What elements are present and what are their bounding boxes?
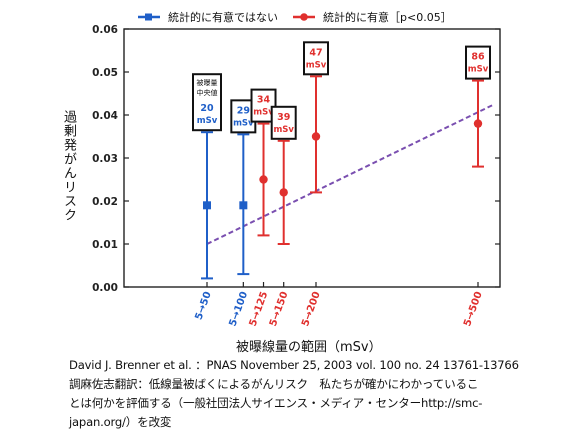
legend: 統計的に有意ではない 統計的に有意［p<0.05］ — [138, 10, 452, 24]
legend-marker-not-significant — [145, 13, 152, 21]
x-tick-label: 5→125 — [248, 290, 271, 328]
median-unit: mSv — [468, 65, 489, 75]
legend-label-significant: 統計的に有意［p<0.05］ — [323, 10, 452, 24]
point-marker — [239, 201, 248, 210]
median-unit: mSv — [306, 60, 327, 70]
median-value: 20 — [200, 103, 214, 114]
trend-line — [206, 103, 495, 245]
y-tick-label: 0.05 — [92, 67, 118, 79]
median-unit: mSv — [273, 125, 294, 135]
caption-translation-2: とは何かを評価する（一般社団法人サイエンス・メディア・センターhttp://sm… — [69, 396, 483, 410]
point-marker — [473, 119, 483, 128]
median-label-box — [465, 45, 491, 80]
y-tick-label: 0.04 — [92, 110, 118, 122]
data-point-group: 86 mSv — [465, 45, 491, 168]
caption-translation-1: 調麻佐志翻訳：低線量被ばくによるがんリスク 私たちが確かにわかっているこ — [69, 377, 479, 391]
median-value: 34 — [257, 95, 271, 106]
legend-label-not-significant: 統計的に有意ではない — [168, 10, 278, 24]
x-tick-label: 5→150 — [268, 290, 291, 328]
caption-translation-3: japan.org/）を改変 — [69, 415, 172, 429]
caption: David J. Brenner et al. ：PNAS November 2… — [69, 356, 579, 432]
median-unit: mSv — [233, 118, 254, 128]
data-point-group: 47 mSv — [303, 41, 329, 194]
median-value: 29 — [237, 105, 250, 116]
data-point-group: 29 mSv — [230, 99, 257, 276]
y-axis-label: 過剰発がんリスク — [61, 110, 76, 222]
median-unit: mSv — [253, 108, 274, 118]
point-marker — [203, 201, 211, 210]
point-marker — [259, 175, 268, 184]
x-tick-label: 5→500 — [462, 290, 485, 328]
legend-marker-significant — [300, 13, 308, 21]
y-tick-label: 0.00 — [92, 282, 118, 294]
median-value: 39 — [277, 112, 290, 123]
data-point-group: 34 mSv — [250, 88, 277, 237]
median-label-box — [303, 41, 329, 76]
y-tick-label: 0.06 — [92, 24, 118, 36]
x-tick-label: 5→50 — [193, 290, 213, 321]
point-marker — [279, 188, 288, 197]
data-point-group: 39 mSv — [270, 105, 297, 245]
median-unit: mSv — [197, 116, 218, 126]
y-tick-label: 0.02 — [92, 196, 118, 208]
caption-citation: David J. Brenner et al. ：PNAS November 2… — [69, 358, 519, 372]
point-marker — [311, 132, 321, 141]
trend-line-group — [206, 103, 495, 245]
median-label-box — [270, 105, 297, 140]
x-tick-label: 5→100 — [227, 290, 250, 328]
x-axis-label: 被曝線量の範囲（mSv） — [236, 340, 382, 355]
y-tick-label: 0.03 — [92, 153, 118, 165]
median-header-line1: 被曝量 — [197, 78, 218, 87]
median-value: 86 — [471, 52, 485, 63]
median-value: 47 — [309, 47, 322, 58]
y-tick-label: 0.01 — [92, 239, 118, 251]
x-tick-label: 5→200 — [300, 290, 323, 328]
median-label-box — [192, 73, 222, 132]
median-header-line2: 中央値 — [197, 88, 218, 97]
y-axis: 0.00 0.01 0.02 0.03 0.04 0.05 0.06 — [92, 24, 500, 294]
